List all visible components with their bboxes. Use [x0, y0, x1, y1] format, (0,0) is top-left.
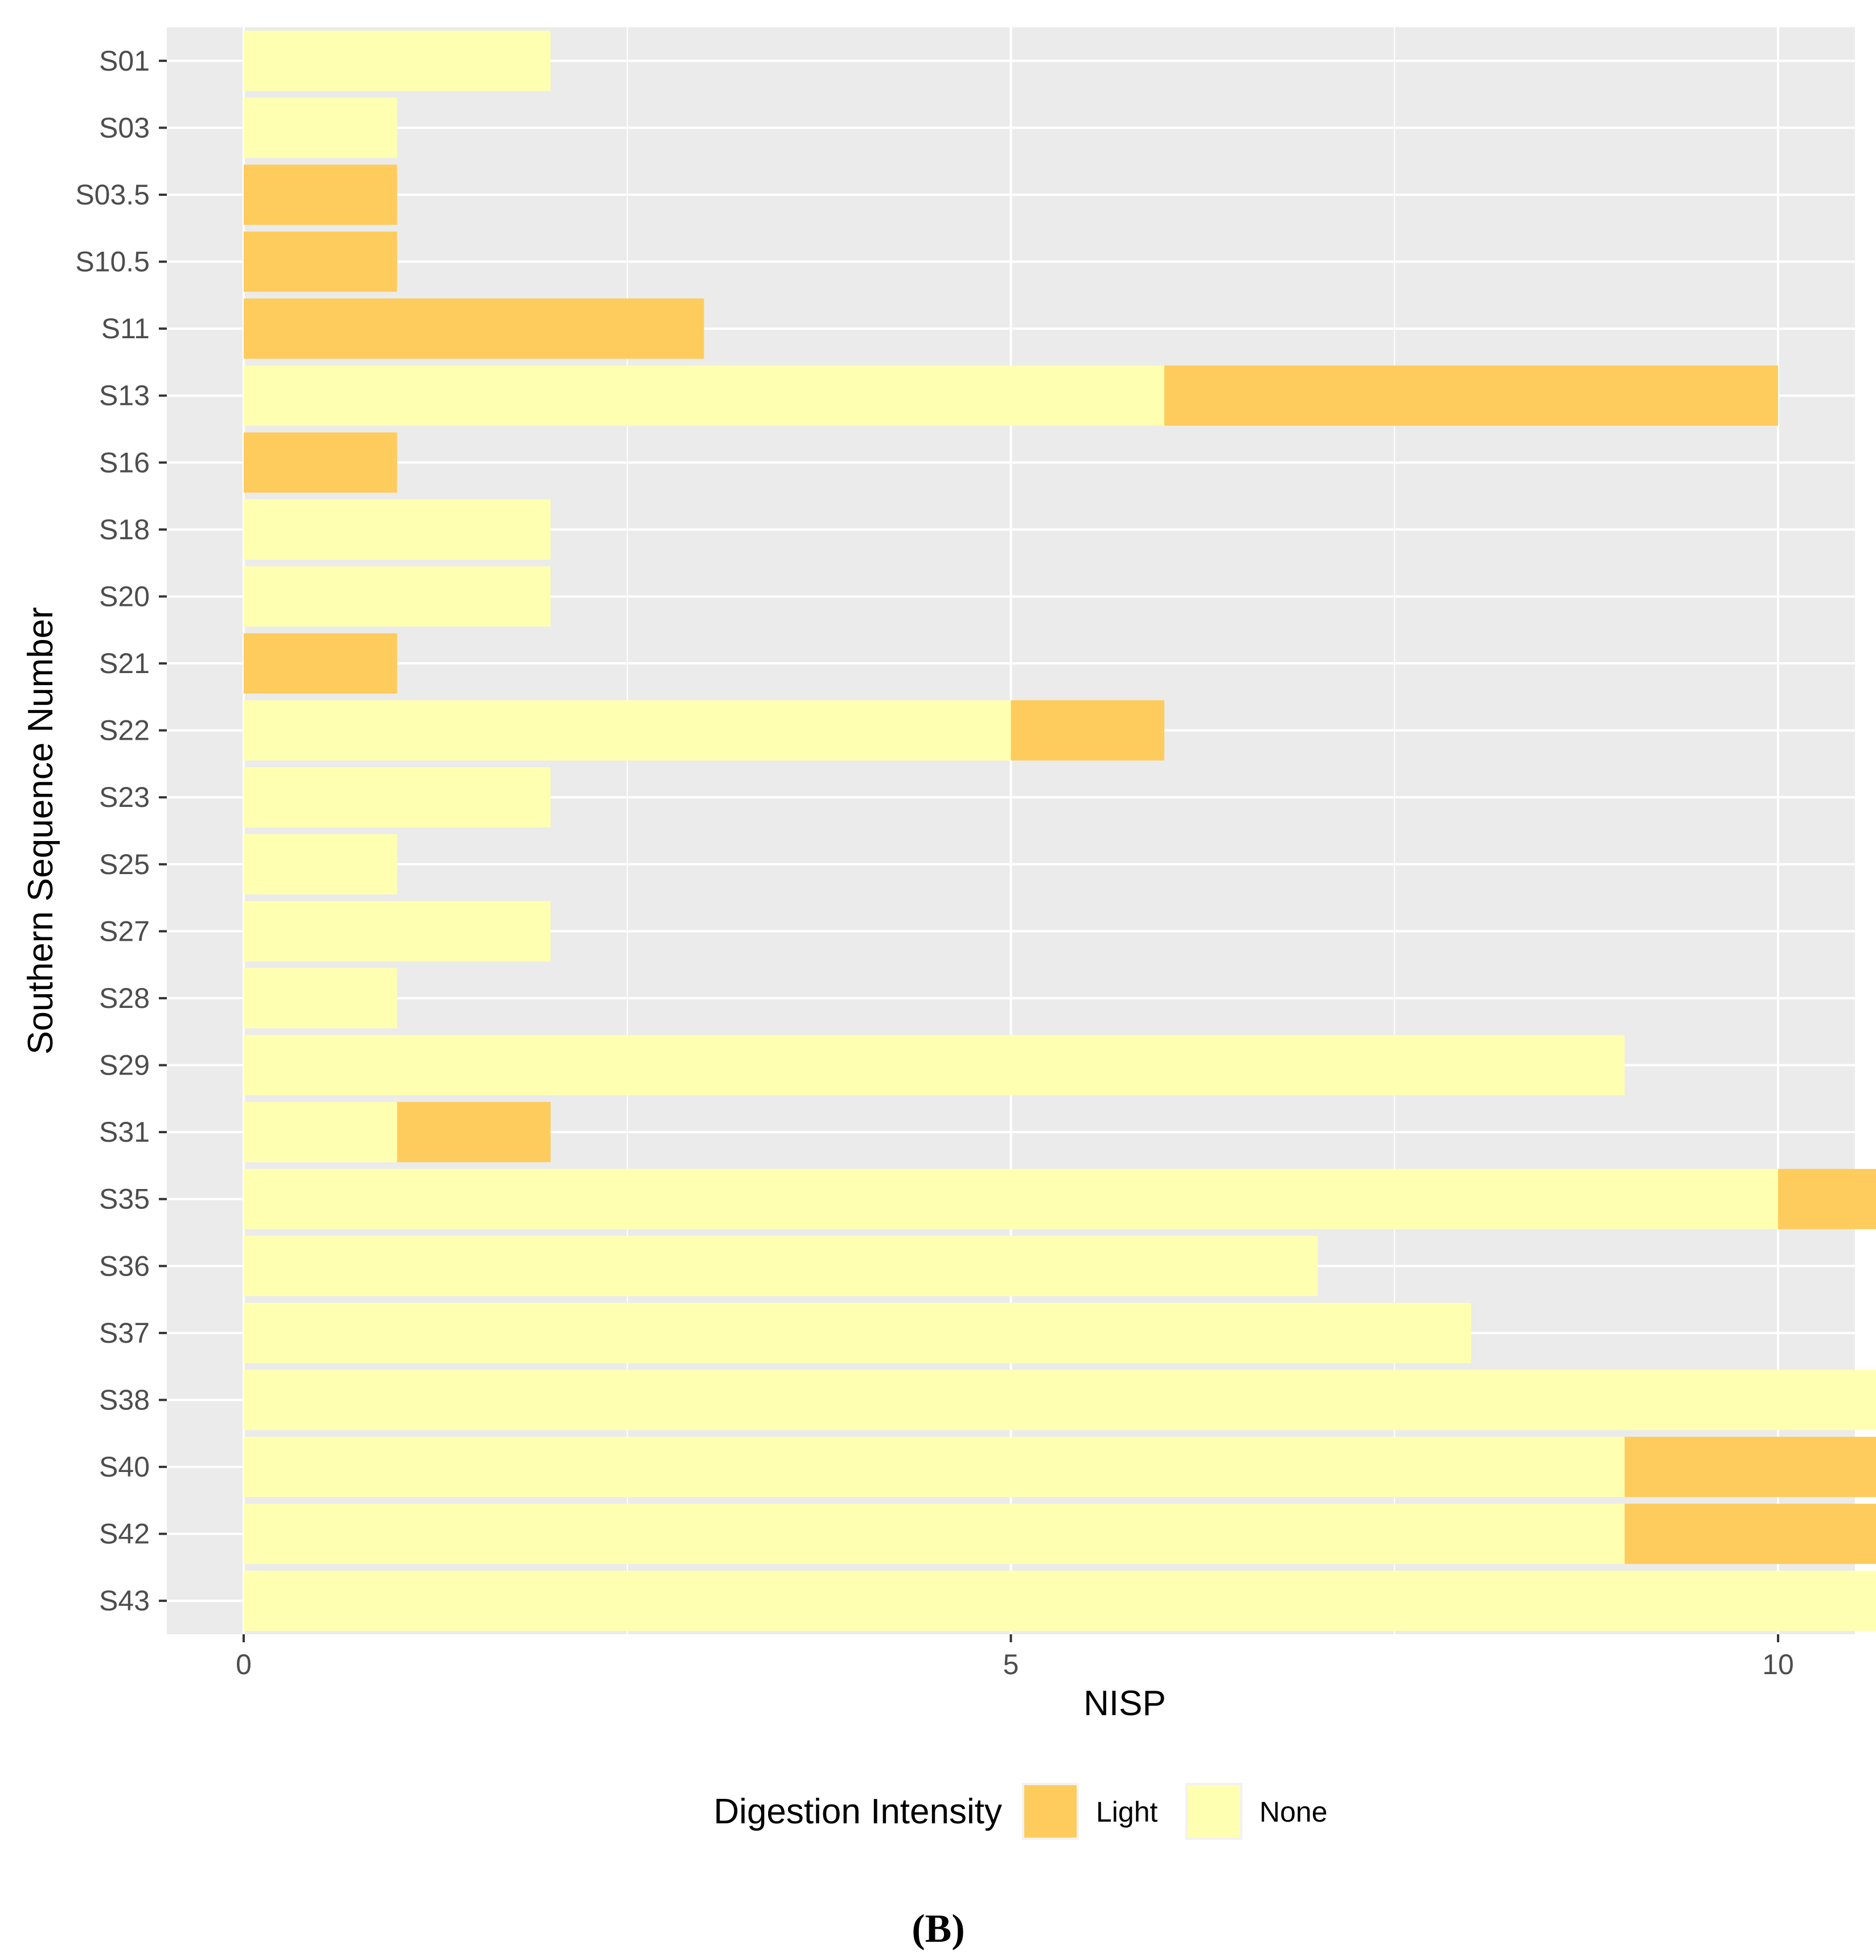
y-tick-label: S40 — [99, 1451, 150, 1483]
x-axis-title: NISP — [1083, 1684, 1166, 1723]
y-tick-label: S13 — [99, 380, 150, 412]
y-tick-label: S38 — [99, 1384, 150, 1416]
bar-S23-none — [244, 767, 551, 828]
y-tick-label: S20 — [99, 580, 150, 612]
bar-S11-light — [244, 298, 704, 359]
bar-S37-none — [244, 1302, 1471, 1363]
bar-S31-none — [244, 1102, 397, 1163]
bar-S20-none — [244, 566, 551, 627]
bar-S27-none — [244, 901, 551, 962]
x-tick-label: 0 — [236, 1649, 252, 1680]
bar-S22-light — [1011, 700, 1164, 761]
bar-S10.5-light — [244, 231, 397, 292]
y-tick-label: S27 — [99, 915, 150, 947]
y-tick-label: S03.5 — [75, 179, 150, 211]
bar-S42-none — [244, 1503, 1625, 1564]
y-tick-label: S37 — [99, 1317, 150, 1349]
y-tick-label: S11 — [101, 313, 150, 345]
bars — [244, 30, 1876, 1631]
y-tick-label: S36 — [99, 1250, 150, 1282]
bar-S35-none — [244, 1168, 1778, 1229]
bar-S13-none — [244, 365, 1164, 426]
y-tick-label: S28 — [99, 982, 150, 1014]
y-tick-label: S29 — [99, 1049, 150, 1081]
bar-S25-none — [244, 834, 397, 895]
y-tick-label: S16 — [99, 446, 150, 478]
bar-S36-none — [244, 1236, 1318, 1297]
y-axis-title: Southern Sequence Number — [21, 607, 60, 1055]
bar-S38-none — [244, 1369, 1876, 1430]
legend-label-none: None — [1259, 1796, 1328, 1828]
minor-gridlines — [626, 27, 1395, 1634]
y-tick-label: S35 — [99, 1183, 150, 1215]
bar-S43-none — [244, 1571, 1876, 1631]
bar-S35-light — [1778, 1168, 1876, 1229]
legend-key-none — [1188, 1785, 1240, 1838]
bar-S29-none — [244, 1035, 1625, 1096]
panel-label: (B) — [912, 1907, 964, 1951]
x-axis: 05101520 — [236, 1634, 1794, 1680]
bar-S40-light — [1624, 1437, 1876, 1497]
x-tick-label: 5 — [1003, 1649, 1019, 1680]
bar-S16-light — [244, 432, 397, 493]
legend-key-light — [1024, 1785, 1077, 1838]
y-tick-label: S18 — [99, 514, 150, 546]
bar-S28-none — [244, 968, 397, 1028]
y-tick-label: S31 — [99, 1116, 150, 1148]
bar-S03.5-light — [244, 165, 397, 225]
y-tick-label: S22 — [99, 715, 150, 747]
y-tick-label: S01 — [99, 45, 150, 77]
bar-S42-light — [1624, 1503, 1876, 1564]
bar-S40-none — [244, 1437, 1625, 1497]
bar-S03-none — [244, 97, 397, 158]
y-axis: S01 S03 S03.5 S10.5 S11 S13 S16 S18 S20 S21 S22 S23… — [75, 45, 167, 1617]
y-tick-label: S03 — [99, 112, 150, 143]
bar-S13-light — [1164, 365, 1778, 426]
bar-S01-none — [244, 30, 551, 91]
bar-S18-none — [244, 499, 551, 560]
y-tick-label: S21 — [99, 647, 150, 679]
legend: Digestion Intensity Light None — [713, 1783, 1328, 1840]
legend-label-light: Light — [1096, 1796, 1158, 1828]
y-tick-label: S25 — [99, 848, 150, 880]
legend-title: Digestion Intensity — [713, 1792, 1002, 1831]
y-tick-label: S10.5 — [75, 246, 150, 278]
y-tick-label: S43 — [99, 1585, 150, 1617]
bar-S22-none — [244, 700, 1011, 761]
y-tick-label: S42 — [99, 1518, 150, 1550]
y-tick-label: S23 — [99, 781, 150, 813]
bar-S21-light — [244, 633, 397, 694]
x-tick-label: 10 — [1762, 1649, 1794, 1680]
bar-S31-light — [397, 1102, 551, 1163]
